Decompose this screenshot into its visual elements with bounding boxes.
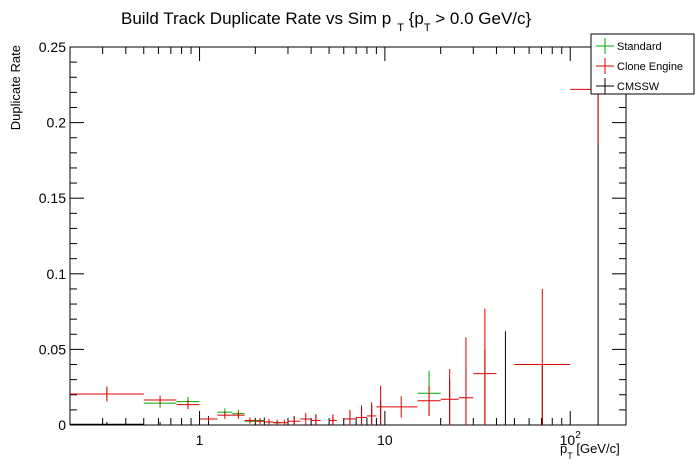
data-point: [300, 412, 312, 425]
data-point: [264, 418, 274, 425]
data-point: [311, 414, 321, 425]
data-point: [143, 421, 177, 426]
data-point: [496, 331, 515, 426]
legend-entry: Clone Engine: [596, 58, 683, 74]
data-point: [70, 386, 144, 402]
data-point: [232, 411, 245, 419]
legend-label: Standard: [617, 41, 662, 53]
y-tick-label: 0: [58, 417, 66, 433]
y-tick-label: 0.2: [47, 115, 67, 131]
data-point: [176, 400, 200, 410]
legend-box: [590, 33, 695, 95]
data-point: [343, 409, 357, 425]
legend-label: Clone Engine: [617, 61, 683, 73]
data-point: [70, 421, 144, 425]
x-tick-label: 10: [377, 432, 393, 448]
y-axis-label: Duplicate Rate: [8, 45, 23, 130]
data-point: [287, 416, 301, 425]
data-point: [273, 419, 281, 425]
data-point: [329, 414, 337, 425]
legend-entry: CMSSW: [596, 78, 660, 94]
data-point: [255, 418, 265, 425]
data-point: [384, 396, 418, 418]
y-tick-labels: 0 0.05 0.1 0.15 0.2 0.25: [39, 39, 66, 433]
x-tick-labels: 1 10 102: [196, 430, 582, 448]
series-layer: [70, 47, 626, 426]
legend-label: CMSSW: [617, 81, 660, 93]
legend-entry: Standard: [596, 38, 662, 54]
x-axis-label: pT [GeV/c]: [560, 441, 620, 461]
data-point: [356, 405, 367, 425]
data-point: [473, 308, 497, 425]
data-point: [440, 369, 459, 425]
data-point: [143, 395, 177, 405]
y-tick-label: 0.25: [39, 39, 66, 55]
legend: Standard Clone Engine CMSSW: [590, 33, 695, 95]
data-point: [244, 417, 256, 424]
data-point: [458, 337, 474, 425]
x-tick-label: 1: [196, 432, 204, 448]
data-point: [217, 411, 233, 419]
data-point: [280, 419, 288, 425]
y-tick-label: 0.05: [39, 341, 66, 357]
data-point: [417, 385, 441, 416]
data-point: [376, 385, 385, 425]
x-tick-label: 102: [560, 430, 582, 448]
data-point: [570, 92, 626, 426]
data-point: [366, 402, 377, 425]
data-point: [514, 288, 571, 425]
y-tick-label: 0.1: [47, 266, 67, 282]
y-tick-label: 0.15: [39, 190, 66, 206]
data-point: [199, 416, 218, 422]
